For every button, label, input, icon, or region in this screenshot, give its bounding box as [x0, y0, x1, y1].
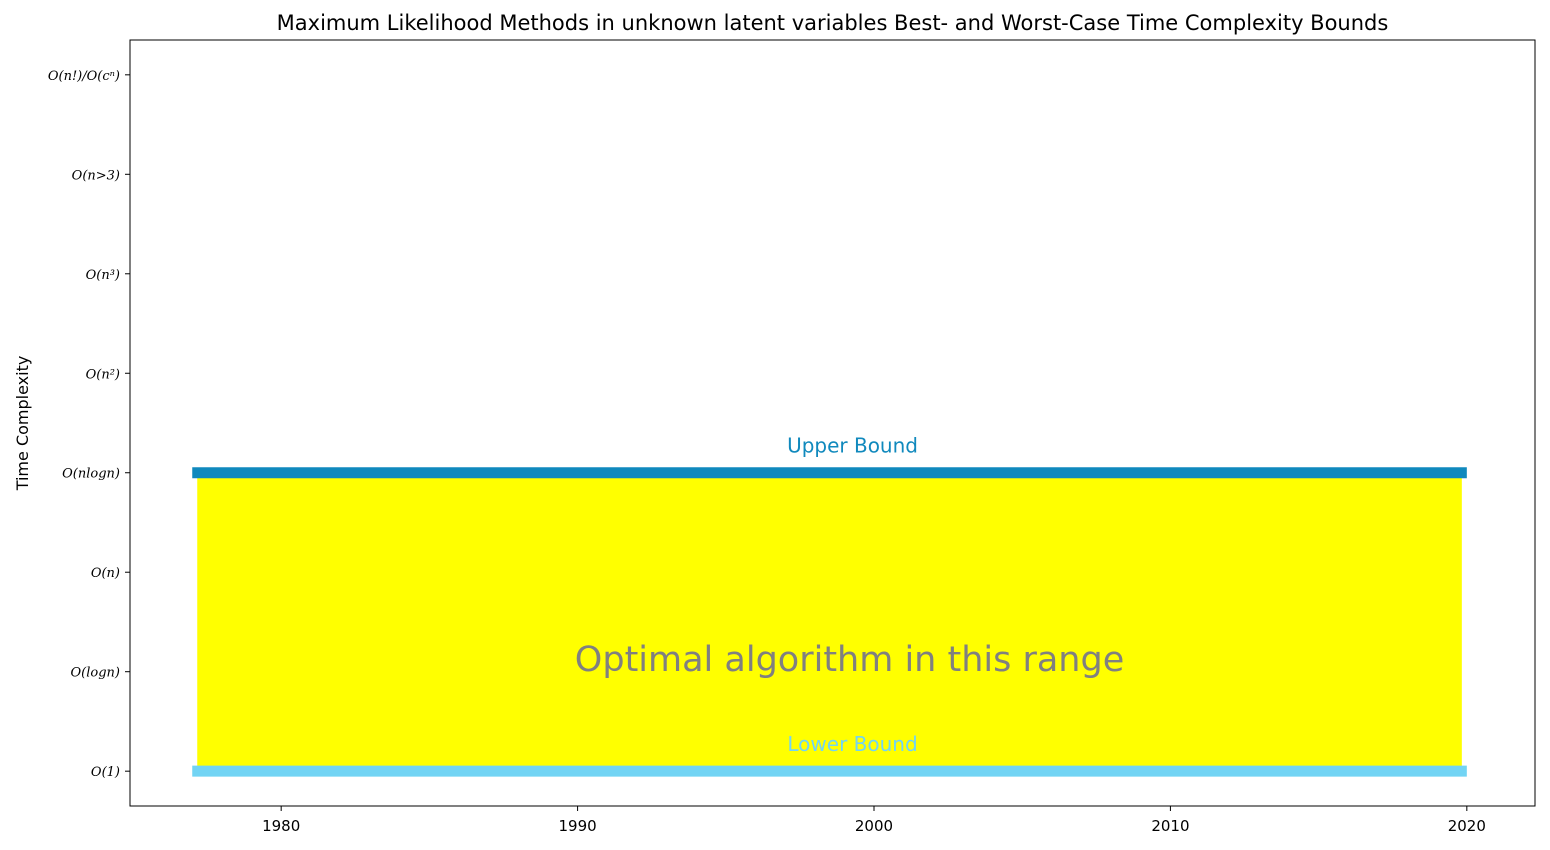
y-axis: O(1) O(logn) O(n) O(nlogn) O(n²) O(n³) O(n>3) O… [48, 69, 130, 780]
y-tick-label: O(n³) [86, 268, 120, 283]
lower-bound-label: Lower Bound [787, 732, 917, 756]
y-tick-label: O(n>3) [72, 168, 120, 183]
x-axis: 1980 1990 2000 2010 2020 [262, 806, 1486, 835]
y-tick-label: O(1) [91, 765, 120, 780]
x-tick-label: 2000 [855, 817, 893, 835]
y-axis-label: Time Complexity [13, 356, 32, 492]
optimal-range-label: Optimal algorithm in this range [575, 640, 1124, 680]
chart-title: Maximum Likelihood Methods in unknown la… [277, 11, 1389, 35]
y-tick-label: O(n) [91, 566, 120, 581]
y-tick-label: O(n!)/O(cⁿ) [48, 69, 120, 84]
x-tick-label: 1990 [558, 817, 596, 835]
y-tick-label: O(n²) [86, 367, 120, 382]
x-tick-label: 2020 [1448, 817, 1486, 835]
optimal-range-fill [197, 472, 1462, 772]
plot-frame [129, 39, 1536, 807]
upper-bound-label: Upper Bound [787, 434, 918, 458]
plot-area: Upper Bound Lower Bound Optimal algorithm … [192, 434, 1467, 777]
x-tick-label: 2010 [1151, 817, 1189, 835]
y-tick-label: O(logn) [71, 666, 120, 681]
y-tick-label: O(nlogn) [62, 467, 120, 482]
x-tick-label: 1980 [262, 817, 300, 835]
